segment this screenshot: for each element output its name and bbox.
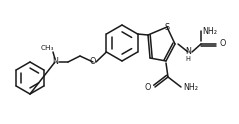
Text: CH₃: CH₃ xyxy=(40,45,54,51)
Text: N: N xyxy=(185,47,191,57)
Text: O: O xyxy=(145,82,151,92)
Text: O: O xyxy=(220,40,226,48)
Text: O: O xyxy=(90,58,96,66)
Text: N: N xyxy=(52,58,58,66)
Text: NH₂: NH₂ xyxy=(202,27,217,35)
Text: S: S xyxy=(164,22,169,31)
Text: NH₂: NH₂ xyxy=(183,82,198,92)
Text: H: H xyxy=(185,56,190,62)
